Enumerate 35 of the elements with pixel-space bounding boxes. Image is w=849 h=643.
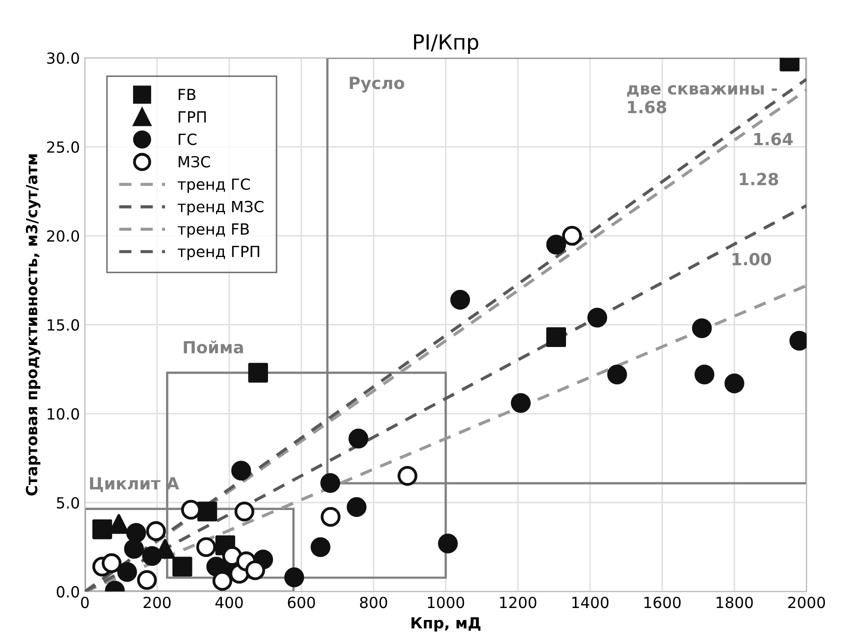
x-tick-label: 2000 xyxy=(788,596,825,608)
x-tick-label: 400 xyxy=(215,596,243,608)
y-tick-label: 5.0 xyxy=(56,497,80,509)
y-axis-title: Стартовая продуктивность, м3/сут/атм xyxy=(26,154,40,496)
legend-label: ГС xyxy=(178,134,196,146)
annotation: Пойма xyxy=(184,340,243,354)
x-axis-title: Кпр, мД xyxy=(412,617,480,632)
legend-label: ГРП xyxy=(178,111,206,122)
annotation: 1.00 xyxy=(732,252,772,266)
x-tick-label: 1400 xyxy=(572,596,608,608)
annotation: Русло xyxy=(350,76,404,93)
x-tick-label: 1000 xyxy=(428,596,464,608)
legend-label: МЗС xyxy=(178,156,210,168)
legend-label: тренд FB xyxy=(178,223,249,238)
legend-label: тренд ГРП xyxy=(178,246,260,260)
annotation: две скважины - 1.68 xyxy=(627,85,777,114)
x-tick-label: 0 xyxy=(81,596,89,608)
legend-label: тренд ГС xyxy=(178,178,250,193)
x-tick-label: 800 xyxy=(360,596,388,608)
chart-title: PI/Кпр xyxy=(414,34,478,54)
annotation: 1.28 xyxy=(740,172,778,186)
x-tick-label: 1200 xyxy=(500,596,536,608)
y-tick-label: 20.0 xyxy=(47,230,80,242)
x-tick-label: 600 xyxy=(288,596,315,608)
x-tick-label: 200 xyxy=(144,596,171,608)
x-tick-label: 1600 xyxy=(644,596,681,608)
y-tick-label: 25.0 xyxy=(47,141,80,153)
y-tick-label: 30.0 xyxy=(47,52,80,64)
annotation: 1.64 xyxy=(754,132,793,146)
x-tick-label: 1800 xyxy=(716,596,753,608)
y-tick-label: 10.0 xyxy=(48,408,80,420)
y-tick-label: 0.0 xyxy=(56,586,80,598)
legend-label: FB xyxy=(178,88,196,100)
y-tick-label: 15.0 xyxy=(48,319,80,331)
legend-label: тренд МЗС xyxy=(178,200,264,216)
